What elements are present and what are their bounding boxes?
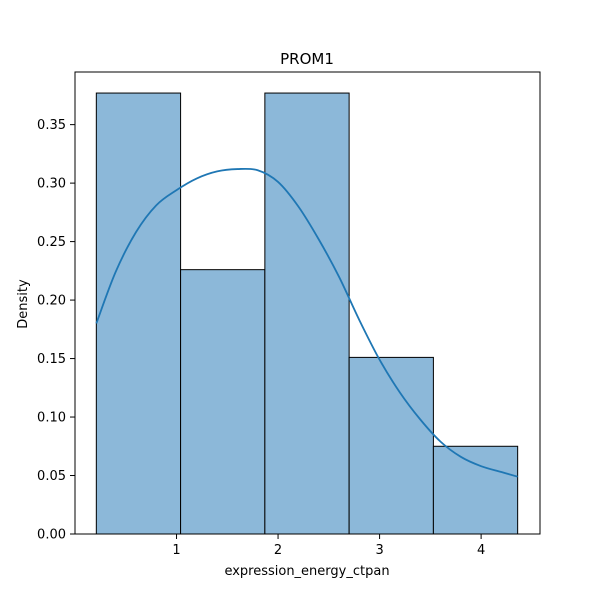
y-axis-ticks: 0.00 0.05 0.10 0.15 0.20 0.25 0.30 0.35	[37, 118, 75, 543]
y-tick-label: 0.35	[37, 118, 66, 133]
y-tick-label: 0.05	[37, 469, 66, 484]
y-tick-label: 0.10	[37, 411, 66, 426]
histogram-bar-1	[95, 92, 182, 535]
x-tick-label: 2	[274, 543, 282, 558]
x-tick-label: 4	[477, 543, 485, 558]
y-tick-label: 0.30	[37, 177, 66, 192]
y-axis-label: Density	[16, 279, 31, 329]
histogram-bar-5	[432, 445, 519, 535]
y-tick-label: 0.25	[37, 235, 66, 250]
histogram-bars	[95, 92, 519, 535]
plot-frame	[74, 71, 541, 535]
x-tick-label: 1	[172, 543, 180, 558]
y-tick-label: 0.15	[37, 352, 66, 367]
x-axis-label: expression_energy_ctpan	[224, 564, 389, 579]
x-axis-ticks: 1 2 3 4	[172, 534, 485, 558]
chart-title: PROM1	[280, 50, 334, 68]
y-tick-label: 0.00	[37, 528, 66, 543]
histogram-bar-4	[348, 356, 434, 535]
y-tick-label: 0.20	[37, 294, 66, 309]
kde-curve	[95, 167, 518, 478]
x-tick-label: 3	[375, 543, 383, 558]
histogram-bar-2	[180, 269, 266, 535]
histogram-bar-3	[264, 92, 350, 535]
